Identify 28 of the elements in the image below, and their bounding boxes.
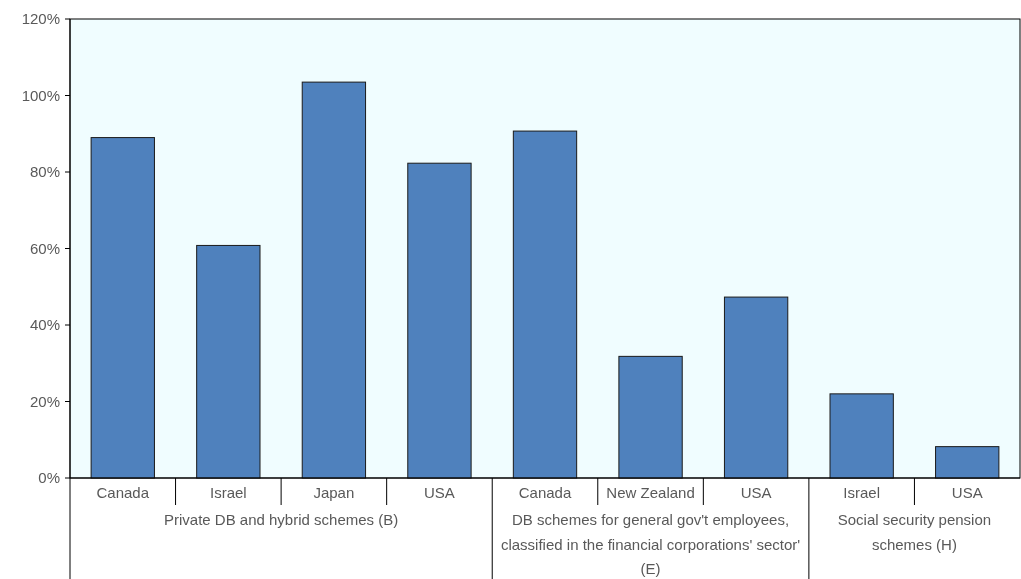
y-tick-label: 100%: [21, 86, 60, 104]
x-tick-label: Canada: [96, 484, 150, 501]
x-tick-label: USA: [951, 484, 983, 501]
y-tick-label: 0%: [38, 469, 60, 487]
y-tick-label: 60%: [29, 239, 60, 257]
x-tick-label: Japan: [313, 484, 355, 501]
x-tick-label: USA: [740, 484, 772, 501]
x-tick-label: Israel: [209, 484, 247, 501]
bar: [512, 130, 578, 479]
bar: [723, 296, 789, 479]
x-tick-label: Israel: [843, 484, 881, 501]
bar: [196, 244, 261, 479]
y-tick-label: 120%: [21, 10, 60, 28]
text: DB schemes for general gov't employees, classified in the financial corporations' sector' (E): [500, 511, 801, 577]
bar: [829, 393, 894, 479]
bar: [935, 446, 1000, 479]
text: Social security pension schemes (H): [837, 511, 992, 553]
y-tick-label: 20%: [29, 392, 60, 410]
x-tick-label: Canada: [518, 484, 572, 501]
bar: [618, 355, 683, 479]
text: Private DB and hybrid schemes (B): [163, 511, 399, 528]
x-tick-label: New Zealand: [606, 484, 695, 501]
bar: [407, 162, 472, 479]
y-tick-label: 40%: [29, 316, 60, 334]
bar: [90, 137, 155, 479]
y-tick-label: 80%: [29, 163, 60, 181]
x-tick-label: USA: [424, 484, 455, 501]
bar: [301, 81, 367, 479]
